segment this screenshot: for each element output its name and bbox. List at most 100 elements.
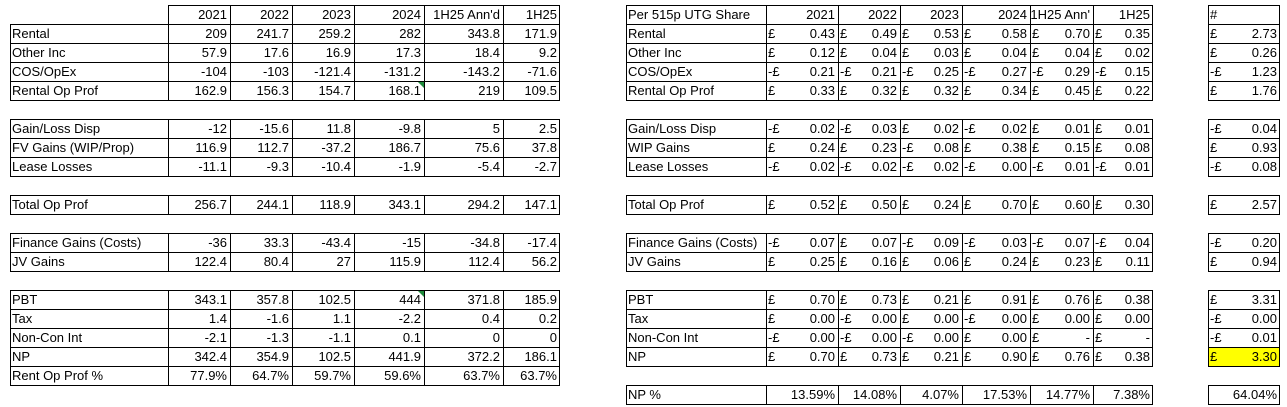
currency-sign-cell[interactable]: -£ [964, 159, 976, 174]
value-cell[interactable]: 0.24 [809, 140, 835, 155]
currency-sign-cell[interactable]: £ [964, 330, 972, 345]
value-cell[interactable]: -71.6 [527, 64, 557, 79]
value-cell[interactable]: 14.77% [1045, 387, 1090, 402]
currency-sign-cell[interactable]: £ [1210, 197, 1218, 212]
value-cell[interactable]: 0.34 [1001, 83, 1027, 98]
currency-sign-cell[interactable]: £ [1095, 330, 1103, 345]
year-header-cell[interactable]: 2024 [392, 7, 421, 22]
row-label-cell[interactable]: Finance Gains (Costs) [628, 235, 758, 250]
value-cell[interactable]: 0.00 [1001, 159, 1027, 174]
value-cell[interactable]: 0.45 [1064, 83, 1090, 98]
value-cell[interactable]: 343.8 [467, 26, 500, 41]
total-header-cell[interactable]: # [1210, 7, 1218, 22]
row-label-cell[interactable]: Finance Gains (Costs) [12, 235, 142, 250]
value-cell[interactable]: 209 [205, 26, 227, 41]
value-cell[interactable]: 57.9 [201, 45, 227, 60]
value-cell[interactable]: 17.6 [263, 45, 289, 60]
row-label-cell[interactable]: FV Gains (WIP/Prop) [12, 140, 135, 155]
value-cell[interactable]: 0.70 [1064, 26, 1090, 41]
value-cell[interactable]: 219 [478, 83, 500, 98]
value-cell[interactable]: 112.4 [468, 254, 500, 269]
value-cell[interactable]: 80.4 [263, 254, 289, 269]
value-cell[interactable]: 0.00 [1124, 311, 1150, 326]
value-cell[interactable]: -5.4 [477, 159, 500, 174]
row-label-cell[interactable]: Other Inc [628, 45, 682, 60]
value-cell[interactable]: 0.23 [871, 140, 897, 155]
value-cell[interactable]: 0.21 [933, 349, 959, 364]
currency-sign-cell[interactable]: £ [1095, 26, 1103, 41]
value-cell[interactable]: -12 [208, 121, 227, 136]
value-cell[interactable]: -43.4 [321, 235, 351, 250]
currency-sign-cell[interactable]: £ [768, 349, 776, 364]
value-cell[interactable]: 0.02 [809, 159, 835, 174]
currency-sign-cell[interactable]: -£ [964, 235, 976, 250]
value-cell[interactable]: 0.4 [481, 311, 500, 326]
value-cell[interactable]: -9.3 [266, 159, 289, 174]
row-label-cell[interactable]: Lease Losses [12, 159, 93, 174]
value-cell[interactable]: 18.4 [474, 45, 500, 60]
currency-sign-cell[interactable]: -£ [902, 159, 914, 174]
currency-sign-cell[interactable]: £ [1095, 83, 1103, 98]
row-label-cell[interactable]: JV Gains [628, 254, 681, 269]
currency-sign-cell[interactable]: -£ [840, 64, 852, 79]
currency-sign-cell[interactable]: £ [1032, 83, 1040, 98]
value-cell[interactable]: -37.2 [321, 140, 351, 155]
row-label-cell[interactable]: Other Inc [12, 45, 66, 60]
value-cell[interactable]: 33.3 [263, 235, 289, 250]
value-cell[interactable]: 112.7 [257, 140, 289, 155]
row-label-cell[interactable]: Non-Con Int [12, 330, 83, 345]
value-cell[interactable]: 64.7% [252, 368, 289, 383]
value-cell[interactable]: 441.9 [388, 349, 421, 364]
currency-sign-cell[interactable]: -£ [840, 311, 852, 326]
value-cell[interactable]: 0.03 [871, 121, 897, 136]
currency-sign-cell[interactable]: £ [768, 140, 776, 155]
row-label-cell[interactable]: Lease Losses [628, 159, 709, 174]
value-cell[interactable]: 0.52 [809, 197, 835, 212]
value-cell[interactable]: - [1085, 330, 1090, 345]
value-cell[interactable]: 102.5 [318, 349, 351, 364]
currency-sign-cell[interactable]: £ [964, 26, 972, 41]
currency-sign-cell[interactable]: £ [1095, 140, 1103, 155]
row-label-cell[interactable]: Rental Op Prof [12, 83, 98, 98]
highlighted-total-cell[interactable]: 3.30 [1226, 347, 1280, 366]
value-cell[interactable]: 102.5 [318, 292, 351, 307]
row-label-cell[interactable]: Rental [628, 26, 666, 41]
value-cell[interactable]: 0.16 [871, 254, 897, 269]
currency-sign-cell[interactable]: £ [1210, 254, 1218, 269]
value-cell[interactable]: 0.58 [1001, 26, 1027, 41]
value-cell[interactable]: 0.01 [1124, 159, 1150, 174]
currency-sign-cell[interactable]: -£ [1032, 64, 1044, 79]
value-cell[interactable]: -9.8 [398, 121, 421, 136]
value-cell[interactable]: 0.25 [933, 64, 959, 79]
currency-sign-cell[interactable]: £ [840, 140, 848, 155]
value-cell[interactable]: 256.7 [194, 197, 227, 212]
value-cell[interactable]: -2.1 [204, 330, 227, 345]
value-cell[interactable]: 16.9 [325, 45, 351, 60]
value-cell[interactable]: 0.00 [1001, 311, 1027, 326]
value-cell[interactable]: 171.9 [524, 26, 557, 41]
value-cell[interactable]: 0.01 [1064, 121, 1090, 136]
value-cell[interactable]: 0 [549, 330, 557, 345]
currency-sign-cell[interactable]: £ [902, 121, 910, 136]
value-cell[interactable]: 0.90 [1001, 349, 1027, 364]
value-cell[interactable]: 147.1 [524, 197, 557, 212]
value-cell[interactable]: 1.4 [208, 311, 227, 326]
currency-sign-cell[interactable]: -£ [840, 159, 852, 174]
value-cell[interactable]: 0.50 [871, 197, 897, 212]
value-cell[interactable]: 0.27 [1001, 64, 1027, 79]
value-cell[interactable]: 0.32 [933, 83, 959, 98]
currency-sign-cell[interactable]: -£ [964, 311, 976, 326]
currency-sign-cell[interactable]: -£ [902, 330, 914, 345]
value-cell[interactable]: 0.35 [1124, 26, 1150, 41]
currency-sign-cell[interactable]: £ [1032, 45, 1040, 60]
currency-sign-cell[interactable]: -£ [902, 140, 914, 155]
currency-sign-cell[interactable]: £ [840, 292, 848, 307]
value-cell[interactable]: -2.7 [534, 159, 557, 174]
value-cell[interactable]: 0.12 [809, 45, 835, 60]
value-cell[interactable]: 0.08 [1124, 140, 1150, 155]
total-value-cell[interactable]: 2.73 [1251, 26, 1277, 41]
value-cell[interactable]: 13.59% [790, 387, 835, 402]
row-label-cell[interactable]: Tax [628, 311, 649, 326]
value-cell[interactable]: 63.7% [520, 368, 557, 383]
currency-sign-cell[interactable]: £ [964, 254, 972, 269]
